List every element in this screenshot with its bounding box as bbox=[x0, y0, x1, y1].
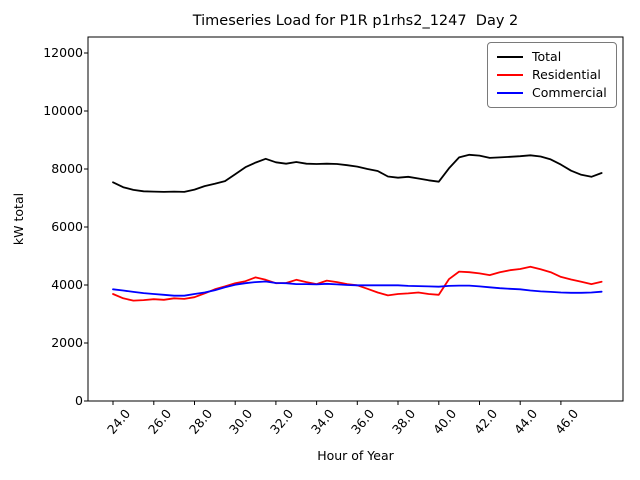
legend-line-commercial bbox=[497, 92, 523, 94]
y-tick-label: 6000 bbox=[51, 219, 83, 234]
series-line-total bbox=[112, 153, 603, 193]
legend: Total Residential Commercial bbox=[487, 42, 617, 108]
y-tick-label: 12000 bbox=[43, 45, 83, 60]
y-tick-label: 4000 bbox=[51, 277, 83, 292]
chart-title: Timeseries Load for P1R p1rhs2_1247 Day … bbox=[192, 13, 519, 29]
x-axis-label: Hour of Year bbox=[317, 448, 394, 463]
axes-frame bbox=[87, 36, 624, 402]
legend-label: Commercial bbox=[532, 85, 607, 100]
series-line-commercial bbox=[112, 280, 603, 297]
legend-item-residential: Residential bbox=[497, 66, 607, 84]
legend-item-commercial: Commercial bbox=[497, 84, 607, 102]
legend-label: Residential bbox=[532, 67, 601, 82]
legend-label: Total bbox=[532, 49, 562, 64]
y-tick-label: 10000 bbox=[43, 103, 83, 118]
legend-item-total: Total bbox=[497, 48, 607, 66]
y-tick-label: 8000 bbox=[51, 161, 83, 176]
legend-line-total bbox=[497, 56, 523, 58]
y-tick-label: 2000 bbox=[51, 335, 83, 350]
y-tick-label: 0 bbox=[75, 393, 83, 408]
legend-line-residential bbox=[497, 74, 523, 76]
